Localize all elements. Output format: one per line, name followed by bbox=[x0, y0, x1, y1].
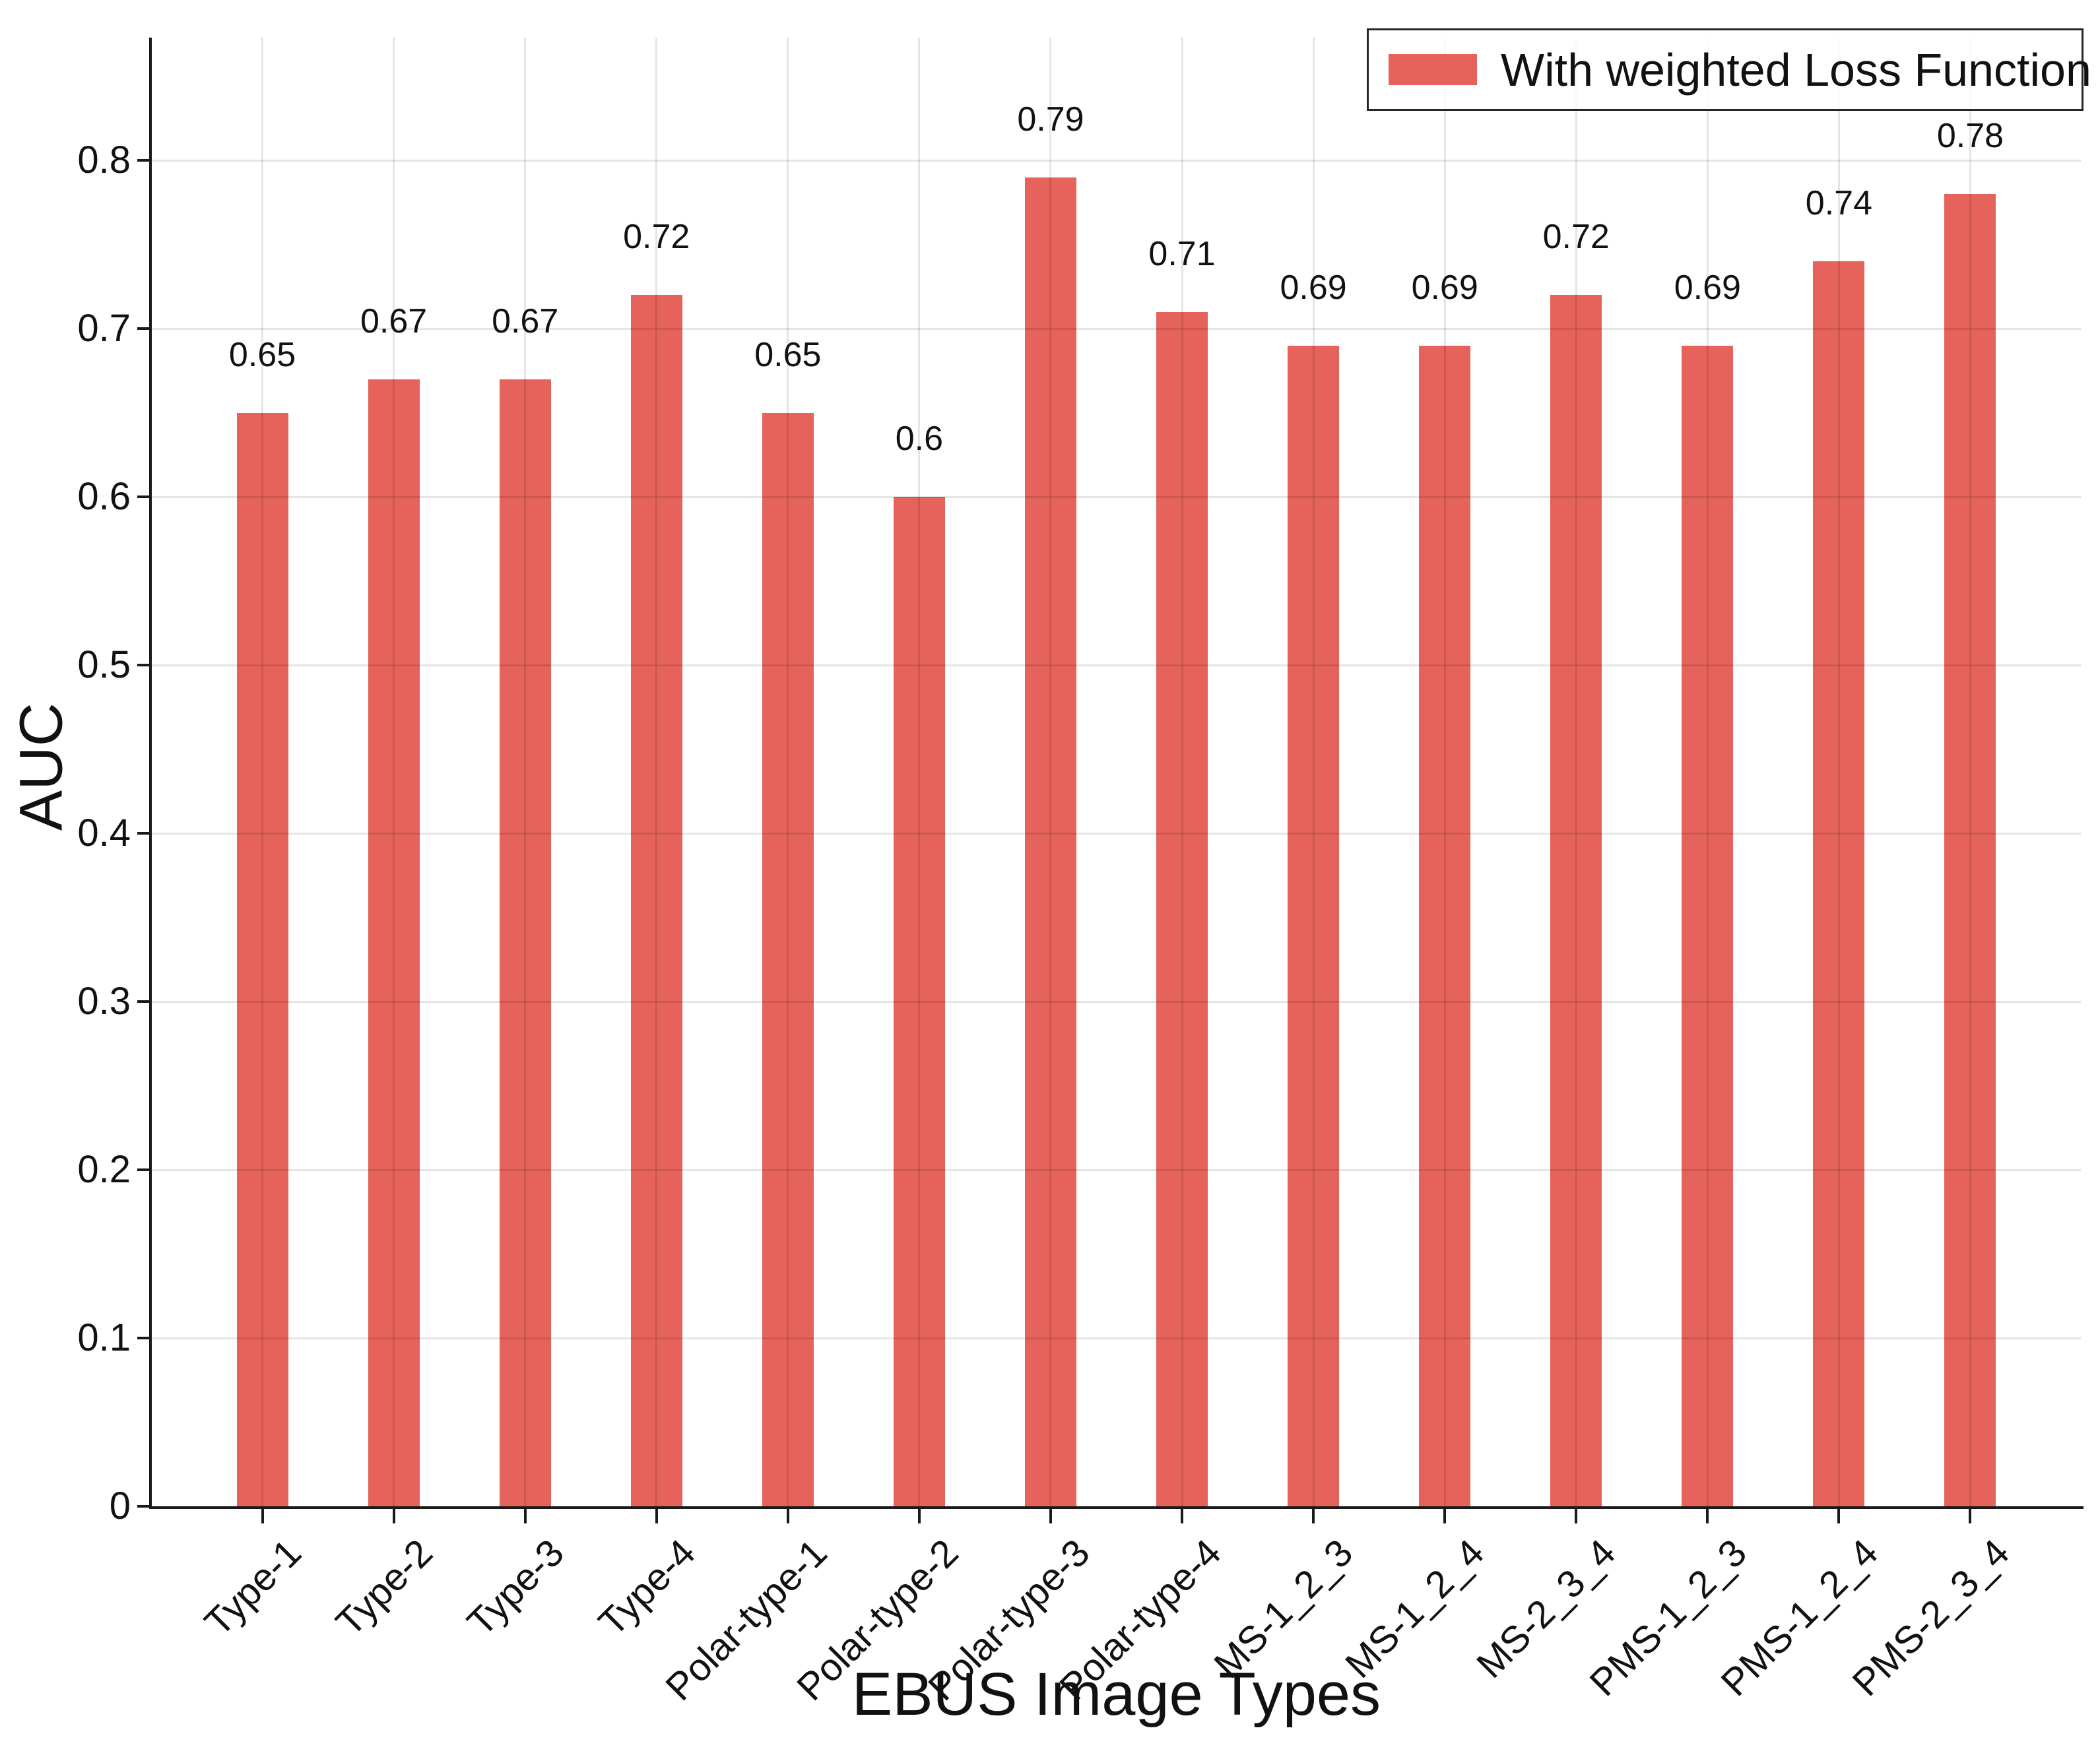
x-tick-label: Type-1 bbox=[196, 1531, 310, 1645]
bar bbox=[1813, 261, 1865, 1506]
y-tick bbox=[137, 159, 152, 162]
y-tick bbox=[137, 832, 152, 835]
vertical-gridline bbox=[261, 38, 264, 1506]
y-tick-label: 0.7 bbox=[77, 307, 131, 350]
vertical-gridline bbox=[1706, 38, 1709, 1506]
y-tick bbox=[137, 1168, 152, 1171]
bar-value-label: 0.67 bbox=[360, 302, 428, 340]
bar bbox=[499, 379, 551, 1506]
x-tick bbox=[1181, 1509, 1184, 1523]
x-tick-label: Type-2 bbox=[327, 1531, 442, 1645]
y-tick-label: 0.8 bbox=[77, 139, 131, 181]
y-tick-label: 0.6 bbox=[77, 475, 131, 518]
legend-swatch bbox=[1389, 54, 1477, 85]
y-axis-spine bbox=[149, 38, 152, 1509]
y-tick-label: 0.5 bbox=[77, 643, 131, 686]
x-tick bbox=[786, 1509, 789, 1523]
vertical-gridline bbox=[918, 38, 921, 1506]
bar bbox=[1550, 295, 1602, 1506]
vertical-gridline bbox=[1049, 38, 1052, 1506]
bar-value-label: 0.74 bbox=[1805, 184, 1872, 222]
bar-value-label: 0.65 bbox=[228, 335, 296, 374]
vertical-gridline bbox=[1575, 38, 1577, 1506]
vertical-gridline bbox=[524, 38, 527, 1506]
bar-value-label: 0.72 bbox=[1542, 218, 1610, 256]
horizontal-gridline bbox=[152, 1337, 2081, 1339]
x-tick bbox=[1312, 1509, 1315, 1523]
bar bbox=[1682, 345, 1734, 1506]
vertical-gridline bbox=[1837, 38, 1840, 1506]
bar bbox=[893, 497, 945, 1506]
x-tick bbox=[1575, 1509, 1578, 1523]
x-tick bbox=[1706, 1509, 1709, 1523]
vertical-gridline bbox=[1312, 38, 1315, 1506]
bar-value-label: 0.72 bbox=[623, 218, 690, 256]
horizontal-gridline bbox=[152, 327, 2081, 330]
x-tick bbox=[523, 1509, 527, 1523]
x-tick bbox=[1443, 1509, 1447, 1523]
x-tick bbox=[1837, 1509, 1841, 1523]
y-tick-label: 0.2 bbox=[77, 1148, 131, 1191]
y-tick bbox=[137, 1505, 152, 1508]
bar-value-label: 0.6 bbox=[895, 420, 944, 458]
y-axis-title: AUC bbox=[7, 702, 75, 831]
y-tick bbox=[137, 495, 152, 498]
bar-value-label: 0.78 bbox=[1936, 117, 2004, 155]
y-tick-label: 0.3 bbox=[77, 980, 131, 1023]
bar bbox=[1156, 311, 1208, 1506]
x-tick bbox=[392, 1509, 395, 1523]
horizontal-gridline bbox=[152, 832, 2081, 835]
x-tick bbox=[655, 1509, 658, 1523]
bar bbox=[368, 379, 420, 1506]
vertical-gridline bbox=[393, 38, 395, 1506]
bar-value-label: 0.69 bbox=[1674, 268, 1741, 307]
vertical-gridline bbox=[1443, 38, 1446, 1506]
bar bbox=[1024, 177, 1076, 1506]
bar-value-label: 0.67 bbox=[492, 302, 559, 340]
vertical-gridline bbox=[655, 38, 658, 1506]
bar-value-label: 0.69 bbox=[1411, 268, 1478, 307]
y-tick bbox=[137, 664, 152, 666]
bar-value-label: 0.65 bbox=[754, 335, 822, 374]
y-tick-label: 0 bbox=[109, 1485, 131, 1527]
x-tick bbox=[261, 1509, 264, 1523]
x-axis-spine bbox=[149, 1506, 2084, 1509]
bar-value-label: 0.71 bbox=[1148, 234, 1216, 273]
vertical-gridline bbox=[1969, 38, 1971, 1506]
horizontal-gridline bbox=[152, 1000, 2081, 1003]
legend: With weighted Loss Function bbox=[1367, 28, 2091, 111]
vertical-gridline bbox=[787, 38, 789, 1506]
bar bbox=[236, 412, 288, 1506]
horizontal-gridline bbox=[152, 495, 2081, 498]
bar-value-label: 0.79 bbox=[1017, 100, 1084, 139]
x-tick bbox=[917, 1509, 921, 1523]
legend-label: With weighted Loss Function bbox=[1501, 44, 2091, 96]
bar bbox=[1288, 345, 1340, 1506]
horizontal-gridline bbox=[152, 159, 2081, 162]
x-tick bbox=[1049, 1509, 1052, 1523]
y-tick bbox=[137, 1000, 152, 1003]
x-tick bbox=[1969, 1509, 1972, 1523]
bar-value-label: 0.69 bbox=[1280, 268, 1347, 307]
bar bbox=[630, 295, 682, 1506]
x-tick-label: Type-4 bbox=[591, 1531, 704, 1645]
y-tick bbox=[137, 1337, 152, 1339]
y-tick-label: 0.4 bbox=[77, 812, 131, 854]
bar bbox=[1419, 345, 1471, 1506]
bar bbox=[762, 412, 814, 1506]
bar bbox=[1944, 194, 1996, 1506]
y-tick-label: 0.1 bbox=[77, 1316, 131, 1359]
vertical-gridline bbox=[1181, 38, 1183, 1506]
x-tick-label: Type-3 bbox=[459, 1531, 573, 1645]
x-axis-title: EBUS Image Types bbox=[851, 1661, 1381, 1728]
plot-area: 0.65 0.67 0.67 0.72 0.65 0.6 0.79 0.71 0.69 0.69 0… bbox=[152, 38, 2081, 1506]
horizontal-gridline bbox=[152, 1168, 2081, 1171]
horizontal-gridline bbox=[152, 664, 2081, 666]
y-tick bbox=[137, 327, 152, 330]
